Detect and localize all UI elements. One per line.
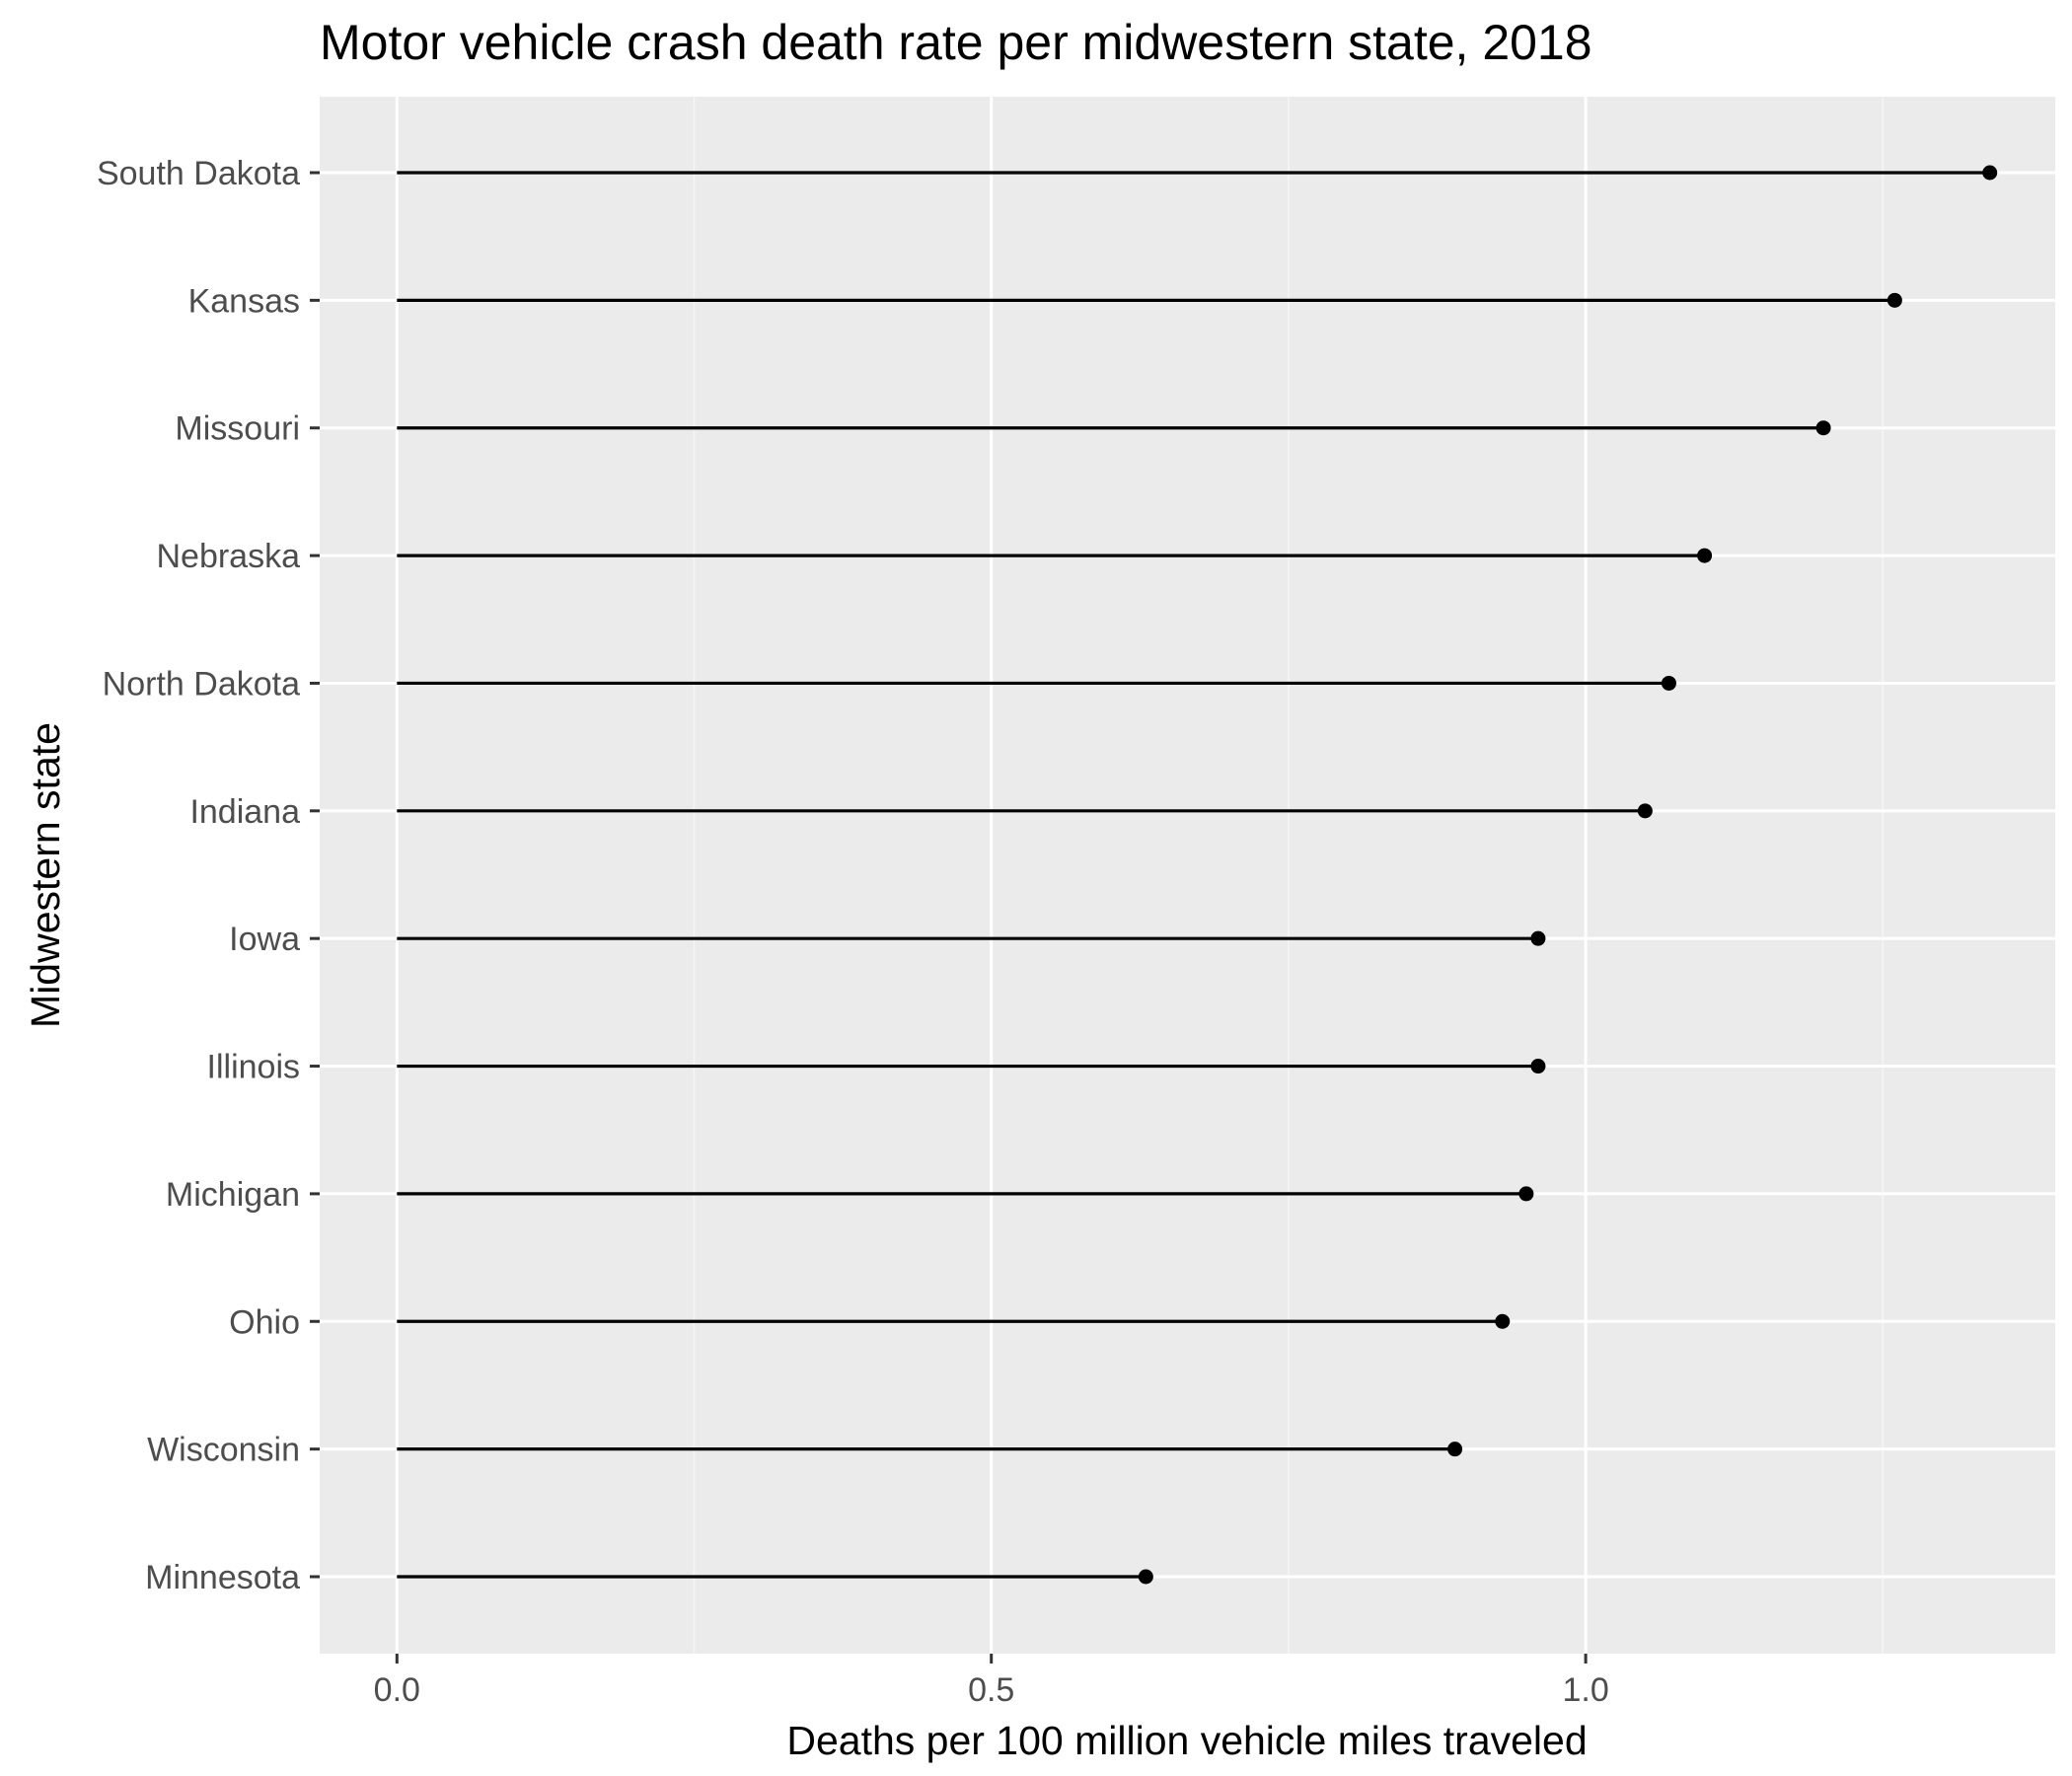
lollipop-point <box>1530 1059 1546 1074</box>
y-tick-label: Indiana <box>189 793 300 831</box>
y-tick-label: Iowa <box>229 921 300 958</box>
y-tick-label: Missouri <box>175 410 300 448</box>
lollipop-point <box>1138 1569 1153 1585</box>
y-tick-label: Kansas <box>188 282 300 320</box>
lollipop-point <box>1697 548 1713 563</box>
y-tick-label: Nebraska <box>156 538 300 575</box>
marks-layer <box>397 165 1998 1585</box>
y-axis-title: Midwestern state <box>23 722 68 1028</box>
lollipop-point <box>1447 1442 1463 1457</box>
y-tick-label: Wisconsin <box>147 1432 300 1469</box>
y-tick-label: Michigan <box>166 1176 300 1214</box>
x-tick-label: 1.0 <box>1562 1671 1608 1709</box>
y-tick-label: Illinois <box>207 1049 300 1086</box>
plot-panel <box>320 97 2055 1654</box>
lollipop-point <box>1495 1313 1511 1329</box>
chart-title: Motor vehicle crash death rate per midwe… <box>320 15 1592 70</box>
lollipop-point <box>1982 165 1998 181</box>
y-tick-label: North Dakota <box>103 665 300 703</box>
x-tick-label: 0.5 <box>968 1671 1014 1709</box>
lollipop-point <box>1530 930 1546 946</box>
lollipop-point <box>1518 1186 1534 1202</box>
y-tick-label: Ohio <box>229 1303 300 1341</box>
lollipop-point <box>1887 292 1902 308</box>
axis-layer: South Dakota Kansas Missouri Nebraska North … <box>97 155 1609 1709</box>
y-tick-label: South Dakota <box>97 155 300 192</box>
y-tick-label: Minnesota <box>145 1559 300 1596</box>
x-axis-title: Deaths per 100 million vehicle miles tra… <box>786 1718 1587 1763</box>
lollipop-point <box>1661 675 1676 691</box>
lollipop-point <box>1815 420 1831 436</box>
x-tick-label: 0.0 <box>374 1671 420 1709</box>
lollipop-point <box>1637 803 1653 819</box>
